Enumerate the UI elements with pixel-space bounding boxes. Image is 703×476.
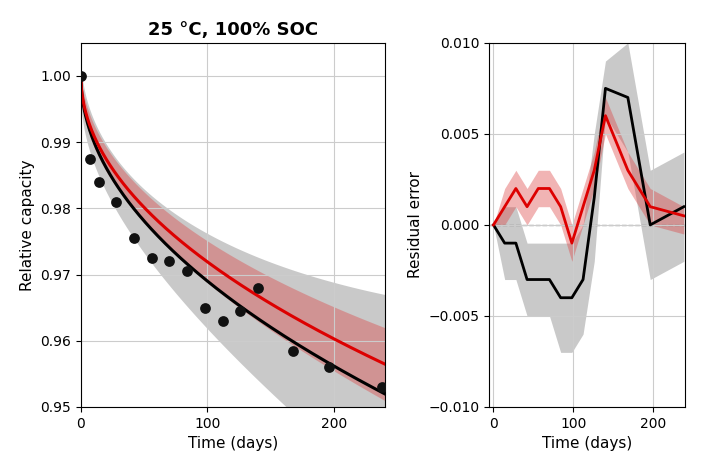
X-axis label: Time (days): Time (days) [188,436,278,451]
Point [129,234,140,242]
Point [217,317,228,325]
Point [181,268,193,275]
Y-axis label: Relative capacity: Relative capacity [20,159,34,291]
Point [110,198,122,206]
Point [164,258,175,265]
Point [146,254,157,262]
Point [75,72,86,80]
Point [288,347,299,355]
Point [323,364,335,371]
Point [93,178,104,186]
Title: 25 °C, 100% SOC: 25 °C, 100% SOC [148,20,318,39]
X-axis label: Time (days): Time (days) [542,436,633,451]
Point [252,284,264,292]
Y-axis label: Residual error: Residual error [408,171,423,278]
Point [199,304,210,311]
Point [84,155,96,162]
Point [235,307,246,315]
Point [376,383,387,391]
